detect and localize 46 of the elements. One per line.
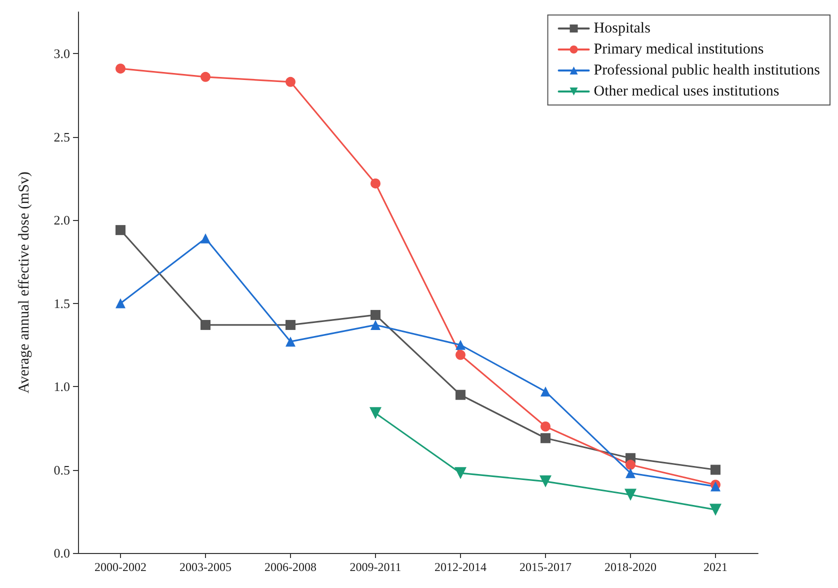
y-tick-label: 1.0 <box>54 379 70 394</box>
x-tick-label: 2000-2002 <box>94 560 146 574</box>
y-axis-title: Average annual effective dose (mSv) <box>16 172 32 394</box>
point <box>370 320 380 330</box>
point <box>456 390 466 400</box>
y-tick-label: 1.5 <box>54 296 70 311</box>
legend-label: Primary medical institutions <box>594 42 764 58</box>
point <box>626 468 636 478</box>
point <box>286 76 296 87</box>
point <box>370 178 380 188</box>
point <box>286 336 296 347</box>
point <box>540 433 550 444</box>
x-tick-label: 2003-2005 <box>180 560 232 574</box>
point <box>200 320 210 330</box>
point <box>456 340 466 350</box>
x-tick-label: 2015-2017 <box>520 560 572 574</box>
point <box>200 72 210 82</box>
point <box>626 460 636 470</box>
point <box>200 233 210 244</box>
x-tick-label: 2018-2020 <box>604 560 656 574</box>
point <box>370 407 382 420</box>
point <box>456 350 466 360</box>
point <box>710 464 720 475</box>
point <box>370 310 380 320</box>
x-tick-label: 2012-2014 <box>434 560 486 574</box>
point <box>710 504 722 516</box>
legend-label: Hospitals <box>594 20 651 36</box>
point <box>116 298 126 308</box>
y-tick-label: 0.0 <box>54 546 70 560</box>
y-tick-label: 2.5 <box>54 129 70 144</box>
x-tick-label: 2006-2008 <box>264 560 316 574</box>
point <box>540 421 550 432</box>
point <box>116 64 126 74</box>
point <box>540 386 550 397</box>
y-tick-label: 0.5 <box>54 462 70 478</box>
point <box>624 488 636 501</box>
legend-label: Other medical uses institutions <box>594 84 780 100</box>
point <box>286 320 296 330</box>
x-tick-label: 2021 <box>704 560 728 574</box>
point <box>116 225 126 236</box>
point <box>540 475 552 488</box>
point <box>454 467 466 480</box>
y-tick-label: 2.0 <box>54 212 70 228</box>
y-tick-label: 3.0 <box>54 46 70 62</box>
legend-label: Professional public health institutions <box>594 62 820 78</box>
x-tick-label: 2009-2011 <box>350 560 402 574</box>
